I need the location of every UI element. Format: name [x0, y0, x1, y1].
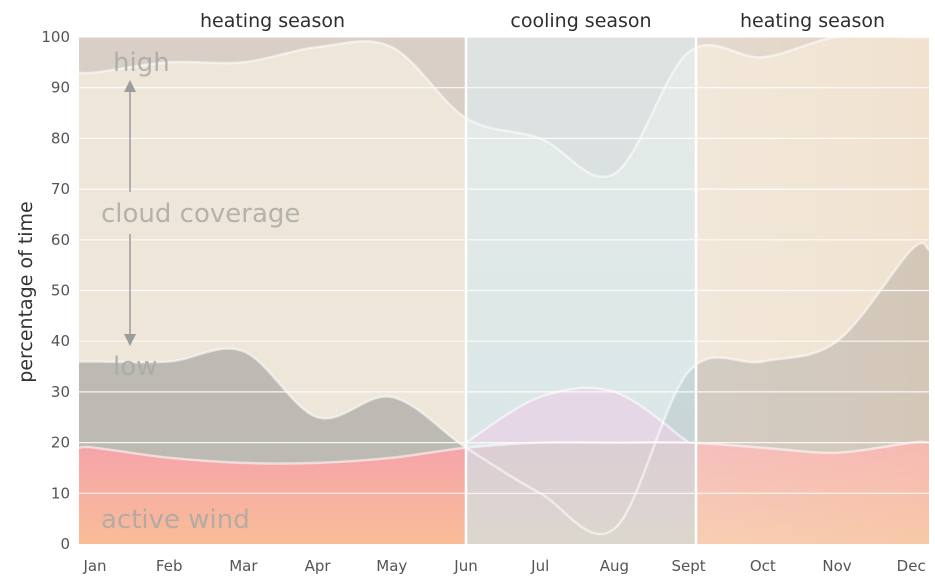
season-label: cooling season	[510, 10, 651, 32]
x-tick-label: Jan	[82, 557, 106, 575]
season-label: heating season	[200, 10, 345, 32]
y-axis-ticks: 0 10 20 30 40 50 60 70 80 90 100	[41, 28, 70, 553]
y-tick-label: 90	[51, 79, 70, 97]
y-tick-label: 30	[51, 383, 70, 401]
y-tick-label: 40	[51, 332, 70, 350]
season-dividers	[464, 37, 698, 562]
x-tick-label: Dec	[897, 557, 926, 575]
y-tick-label: 10	[51, 484, 70, 502]
boundary-cooling-bump	[465, 386, 690, 444]
annotation-high: high	[113, 48, 170, 78]
annotation-cloud-coverage: cloud coverage	[101, 199, 300, 229]
x-tick-label: Mar	[229, 557, 258, 575]
season-label: heating season	[740, 10, 885, 32]
boundary-wind	[79, 440, 929, 465]
x-tick-label: Jun	[453, 557, 477, 575]
cloud-coverage-annotation: high cloud coverage low active wind	[101, 48, 300, 535]
y-tick-label: 70	[51, 180, 70, 198]
arrow-down-icon	[124, 334, 136, 346]
season-labels: heating season cooling season heating seas…	[200, 10, 885, 32]
y-tick-label: 80	[51, 129, 70, 147]
x-tick-label: Apr	[305, 557, 332, 575]
y-tick-label: 100	[41, 28, 70, 46]
x-tick-label: May	[376, 557, 407, 575]
annotation-low: low	[113, 352, 157, 382]
y-tick-label: 50	[51, 282, 70, 300]
y-tick-label: 60	[51, 231, 70, 249]
x-tick-label: Oct	[750, 557, 776, 575]
y-tick-label: 20	[51, 434, 70, 452]
y-tick-label: 0	[60, 535, 70, 553]
annotation-active-wind: active wind	[101, 505, 250, 535]
y-axis-title: percentage of time	[15, 201, 37, 382]
x-tick-label: Sept	[672, 557, 706, 575]
band-low-to-wind	[79, 243, 929, 535]
x-tick-label: Feb	[156, 557, 183, 575]
x-tick-label: Nov	[822, 557, 851, 575]
x-axis-ticks: Jan Feb Mar Apr May Jun Jul Aug Sept Oct Nov Dec	[82, 557, 925, 575]
arrow-up-icon	[124, 80, 136, 92]
x-tick-label: Jul	[530, 557, 549, 575]
boundary-high	[79, 37, 929, 179]
x-tick-label: Aug	[600, 557, 629, 575]
gridlines	[79, 36, 929, 494]
boundary-low	[79, 241, 929, 536]
area-bands	[79, 37, 929, 544]
